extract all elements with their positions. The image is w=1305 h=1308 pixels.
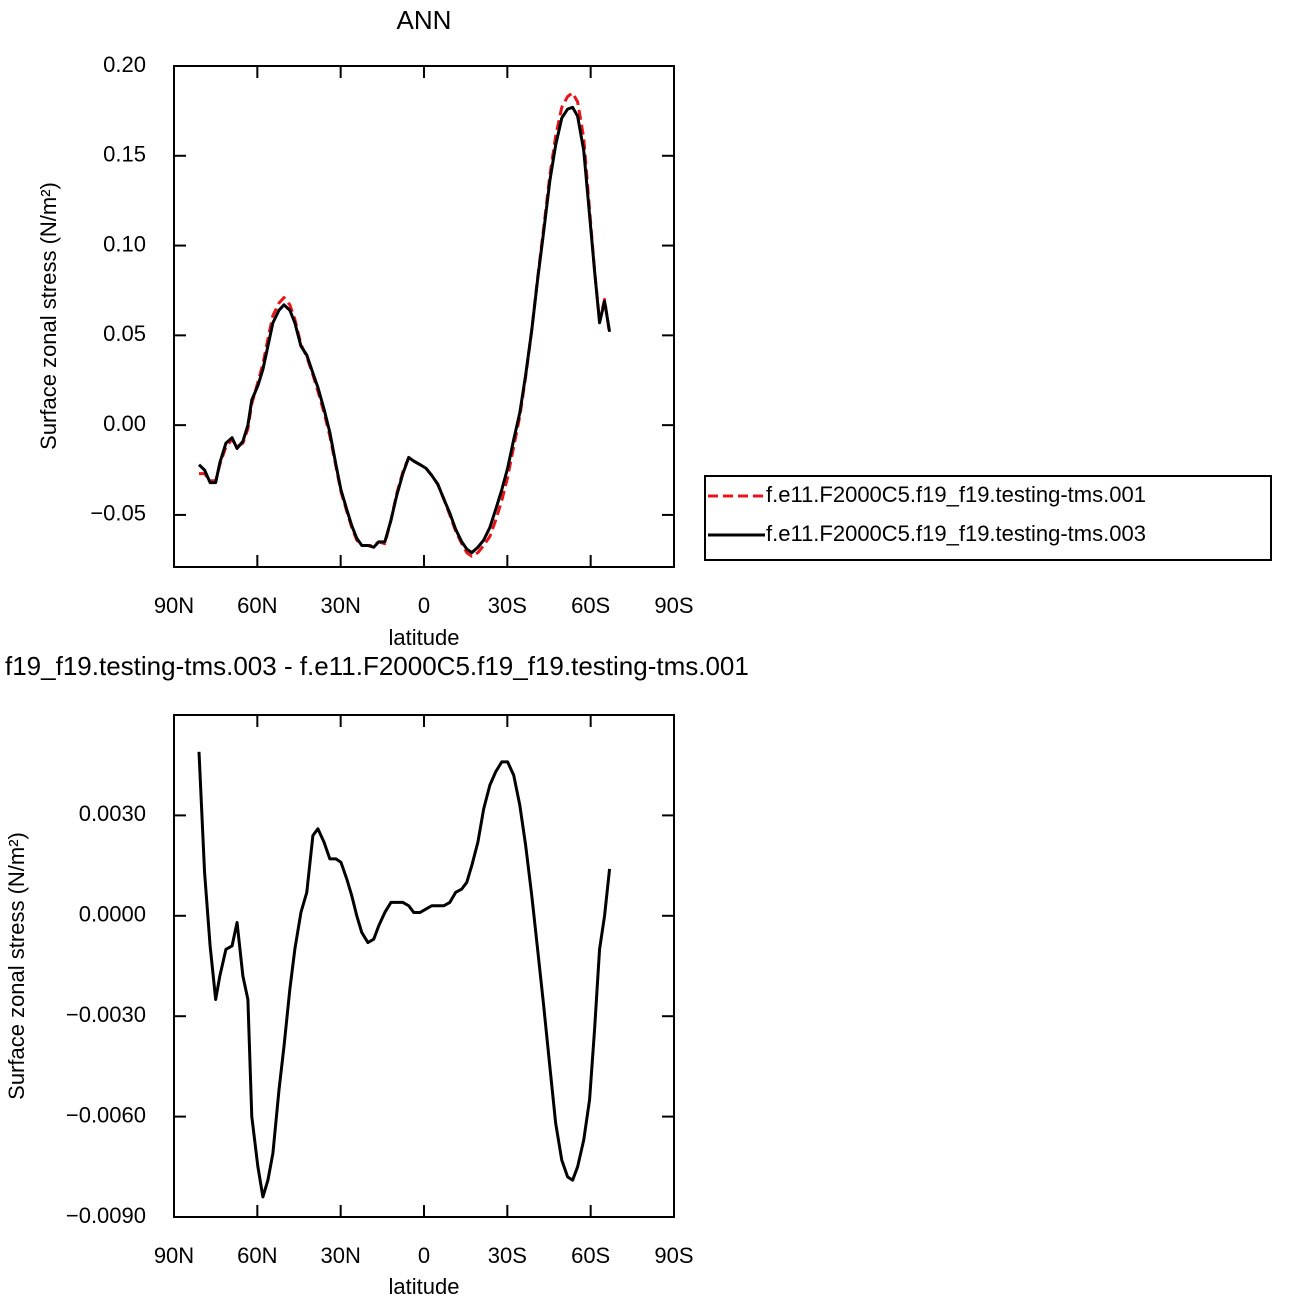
x-tick-label: 0 [418,593,430,618]
legend-box [704,475,1272,561]
y-tick-label: −0.0030 [66,1002,146,1027]
data-line [199,91,612,558]
x-tick-label: 90S [654,1243,693,1268]
x-tick-label: 30S [488,593,527,618]
y-tick-label: 0.05 [103,321,146,346]
y-axis-title: Surface zonal stress (N/m²) [4,832,29,1100]
y-tick-label: 0.20 [103,52,146,77]
legend-label: f.e11.F2000C5.f19_f19.testing-tms.003 [766,521,1146,546]
x-tick-label: 60N [237,1243,277,1268]
y-tick-label: −0.0090 [66,1203,146,1228]
data-line [197,751,612,1199]
y-tick-label: 0.00 [103,411,146,436]
y-axis-title: Surface zonal stress (N/m²) [36,182,61,450]
x-tick-label: 90N [154,593,194,618]
x-tick-label: 30N [320,593,360,618]
x-axis-title: latitude [389,1274,460,1299]
y-tick-label: 0.10 [103,231,146,256]
chart-title: f19_f19.testing-tms.003 - f.e11.F2000C5.… [5,651,749,681]
x-tick-label: 0 [418,1243,430,1268]
x-tick-label: 30S [488,1243,527,1268]
x-tick-label: 90S [654,593,693,618]
y-tick-label: −0.05 [90,501,146,526]
x-tick-label: 30N [320,1243,360,1268]
y-tick-label: −0.0060 [66,1102,146,1127]
x-axis-title: latitude [389,625,460,650]
chart-title: ANN [397,5,452,35]
legend-label: f.e11.F2000C5.f19_f19.testing-tms.001 [766,482,1146,507]
y-tick-label: 0.0030 [79,801,146,826]
y-tick-label: 0.15 [103,142,146,167]
x-tick-label: 60N [237,593,277,618]
data-line [197,105,612,555]
x-tick-label: 60S [571,593,610,618]
x-tick-label: 60S [571,1243,610,1268]
y-tick-label: 0.0000 [79,902,146,927]
x-tick-label: 90N [154,1243,194,1268]
